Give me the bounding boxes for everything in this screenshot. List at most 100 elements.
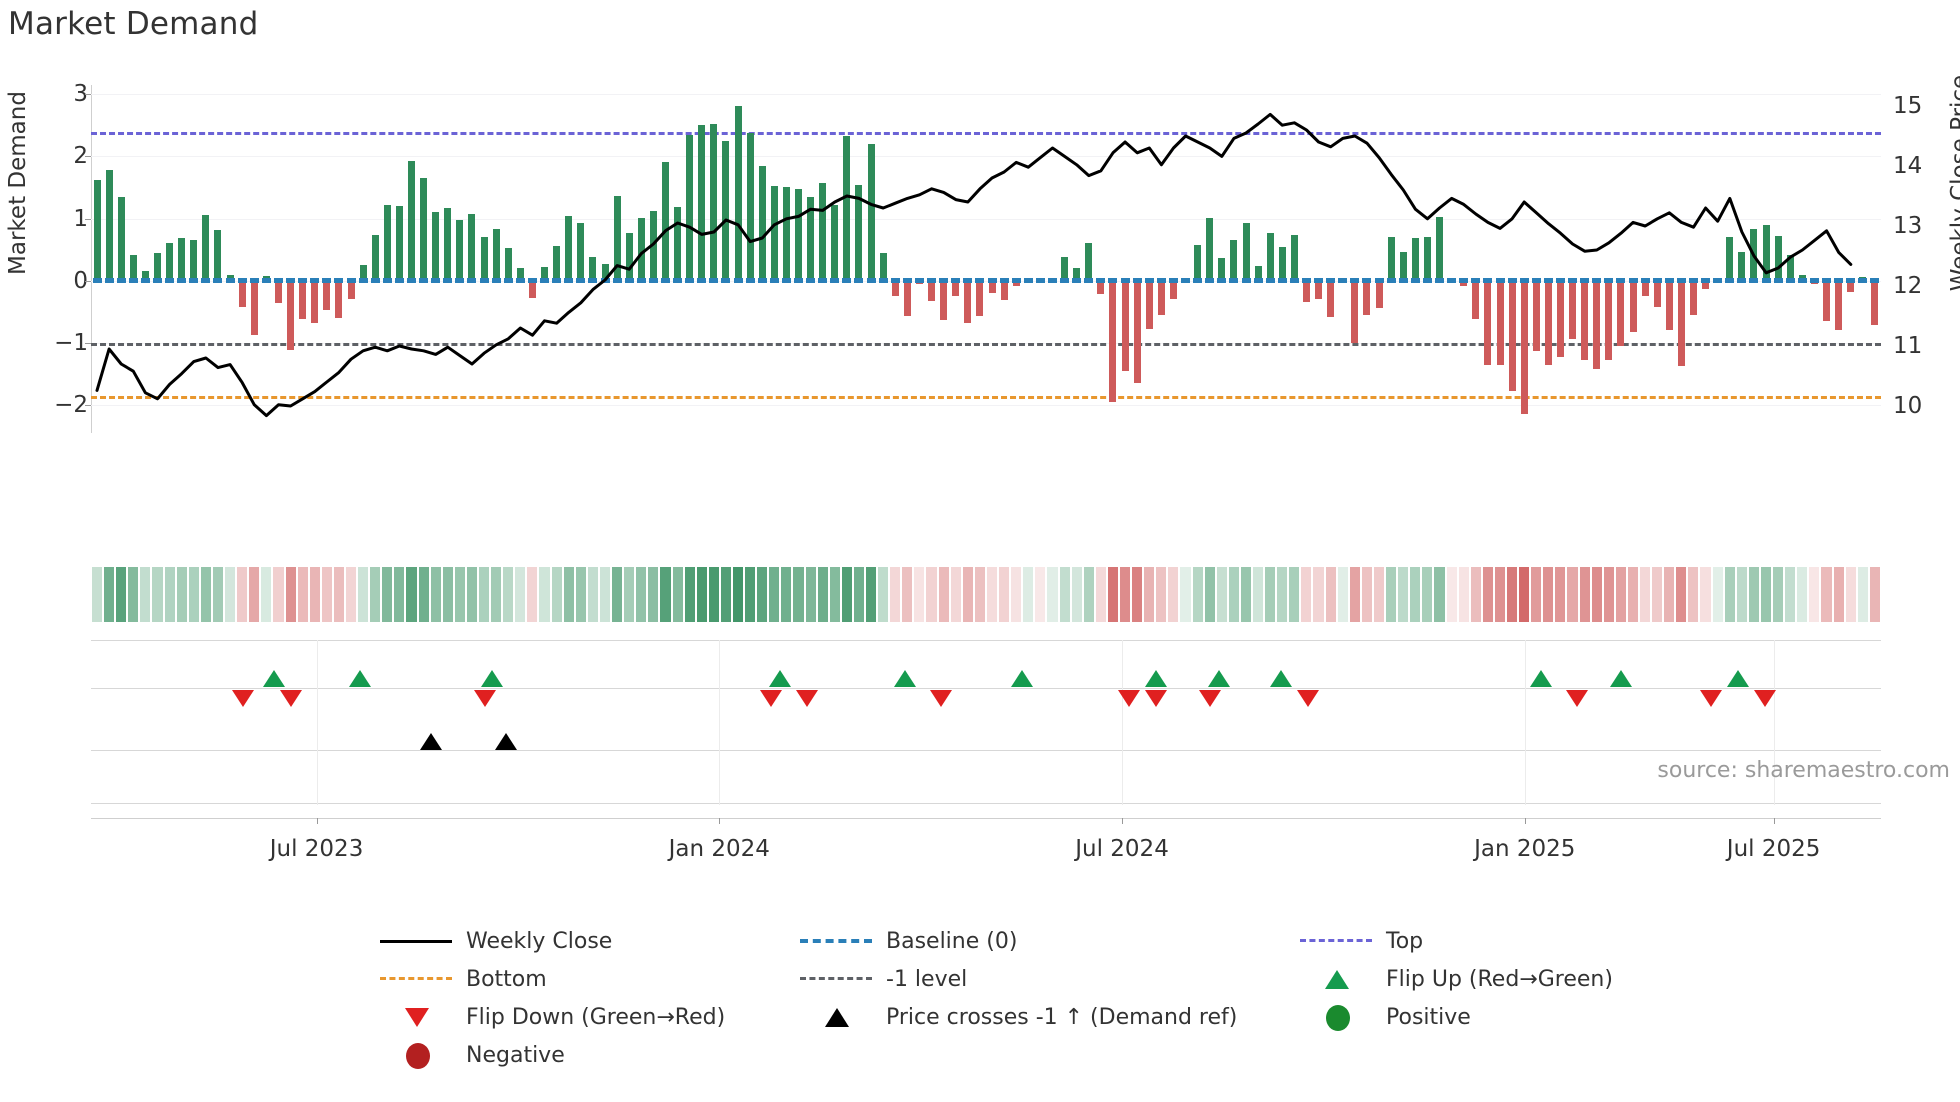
demand-bar-negative xyxy=(976,280,984,317)
heat-cell xyxy=(261,567,272,622)
legend-item-top[interactable]: Top xyxy=(1300,929,1700,954)
demand-heat-strip xyxy=(91,567,1881,622)
heat-cell xyxy=(1168,567,1179,622)
marker-separator-line xyxy=(91,750,1881,751)
x-axis-tick-label: Jul 2023 xyxy=(269,836,364,862)
heat-cell xyxy=(1543,567,1554,622)
heat-cell xyxy=(1180,567,1191,622)
heat-cell xyxy=(1422,567,1433,622)
demand-bar-positive xyxy=(1423,236,1431,281)
flip-down-marker-icon xyxy=(1297,690,1320,707)
heat-cell xyxy=(1809,567,1820,622)
legend-item-weekly-close[interactable]: Weekly Close xyxy=(380,929,800,954)
demand-bar-negative xyxy=(528,280,536,298)
demand-bar-positive xyxy=(674,207,682,281)
baseline-segment xyxy=(1084,278,1094,284)
flip-down-marker-icon xyxy=(473,690,496,707)
legend-item-bottom[interactable]: Bottom xyxy=(380,967,800,992)
signal-markers-panel xyxy=(91,640,1881,805)
baseline-segment xyxy=(346,278,356,284)
heat-cell xyxy=(1059,567,1070,622)
demand-bar-positive xyxy=(553,245,561,281)
demand-bar-negative xyxy=(1315,280,1323,300)
demand-bar-negative xyxy=(1581,280,1589,361)
demand-bar-negative xyxy=(1012,280,1020,287)
marker-vertical-gridline xyxy=(1773,640,1775,805)
demand-bar-negative xyxy=(1472,280,1480,320)
baseline-segment xyxy=(987,278,997,284)
y-axis-right-tick-label: 10 xyxy=(1893,393,1923,419)
heat-cell xyxy=(1470,567,1481,622)
heat-cell xyxy=(1519,567,1530,622)
heat-cell xyxy=(1494,567,1505,622)
demand-bar-positive xyxy=(698,124,706,281)
demand-bar-positive xyxy=(770,185,778,281)
baseline-segment xyxy=(745,278,755,284)
baseline-segment xyxy=(1785,278,1795,284)
heat-cell xyxy=(1192,567,1203,622)
baseline-segment xyxy=(1543,278,1553,284)
demand-bar-positive xyxy=(1387,237,1395,281)
baseline-segment xyxy=(1120,278,1130,284)
top-line-icon xyxy=(1300,939,1372,942)
baseline-segment xyxy=(951,278,961,284)
baseline-segment xyxy=(1314,278,1324,284)
heat-cell xyxy=(1386,567,1397,622)
baseline-segment xyxy=(1265,278,1275,284)
flip-down-marker-icon xyxy=(232,690,255,707)
legend-item-negative[interactable]: Negative xyxy=(380,1043,800,1069)
positive-dot-icon xyxy=(1326,1005,1350,1031)
top-reference-line xyxy=(91,131,1881,135)
heat-cell xyxy=(1265,567,1276,622)
demand-bar-negative xyxy=(1327,280,1335,317)
demand-bar-positive xyxy=(105,169,113,281)
legend-item-flip-down[interactable]: Flip Down (Green→Red) xyxy=(380,1005,800,1030)
baseline-segment xyxy=(201,278,211,284)
baseline-segment xyxy=(636,278,646,284)
flip-down-triangle-icon xyxy=(405,1008,429,1027)
legend-item-flip-up[interactable]: Flip Up (Red→Green) xyxy=(1300,967,1700,992)
demand-bar-positive xyxy=(1278,246,1286,281)
heat-cell xyxy=(1603,567,1614,622)
demand-bar-negative xyxy=(1157,280,1165,315)
heat-cell xyxy=(1313,567,1324,622)
y-axis-left-tick-label: −1 xyxy=(54,329,88,356)
plot-frame xyxy=(91,85,1881,433)
legend-item-minus-1-level[interactable]: -1 level xyxy=(800,967,1300,992)
heat-cell xyxy=(612,567,623,622)
baseline-segment xyxy=(1108,278,1118,284)
y-axis-left-tick-label: 3 xyxy=(73,81,88,108)
legend-key xyxy=(380,930,452,952)
heat-cell xyxy=(430,567,441,622)
baseline-segment xyxy=(1676,278,1686,284)
heat-cell xyxy=(527,567,538,622)
demand-bar-positive xyxy=(141,271,149,281)
demand-bar-negative xyxy=(1302,280,1310,302)
demand-bar-positive xyxy=(444,208,452,281)
legend-item-positive[interactable]: Positive xyxy=(1300,1005,1700,1031)
demand-bar-positive xyxy=(1073,268,1081,281)
x-axis-tick-label: Jan 2025 xyxy=(1474,836,1576,862)
legend-item-price-crosses-minus-1[interactable]: Price crosses -1 ↑ (Demand ref) xyxy=(800,1005,1300,1030)
flip-down-marker-icon xyxy=(1699,690,1722,707)
marker-separator-line xyxy=(91,803,1881,804)
heat-cell xyxy=(164,567,175,622)
heat-cell xyxy=(1216,567,1227,622)
demand-bar-positive xyxy=(577,222,585,281)
heat-cell xyxy=(1132,567,1143,622)
baseline-segment xyxy=(249,278,259,284)
marker-vertical-gridline xyxy=(719,640,721,805)
legend-item-baseline[interactable]: Baseline (0) xyxy=(800,929,1300,954)
demand-bar-positive xyxy=(625,232,633,281)
flip-up-marker-icon xyxy=(1145,670,1168,687)
demand-bar-positive xyxy=(649,211,657,281)
demand-bar-positive xyxy=(432,211,440,281)
demand-bar-positive xyxy=(1230,239,1238,281)
y-axis-left-tick-mark xyxy=(85,342,91,344)
legend-label: Flip Up (Red→Green) xyxy=(1386,966,1613,992)
baseline-segment xyxy=(1181,278,1191,284)
heat-cell xyxy=(660,567,671,622)
baseline-segment xyxy=(1096,278,1106,284)
demand-bar-positive xyxy=(589,257,597,281)
heat-cell xyxy=(1119,567,1131,622)
